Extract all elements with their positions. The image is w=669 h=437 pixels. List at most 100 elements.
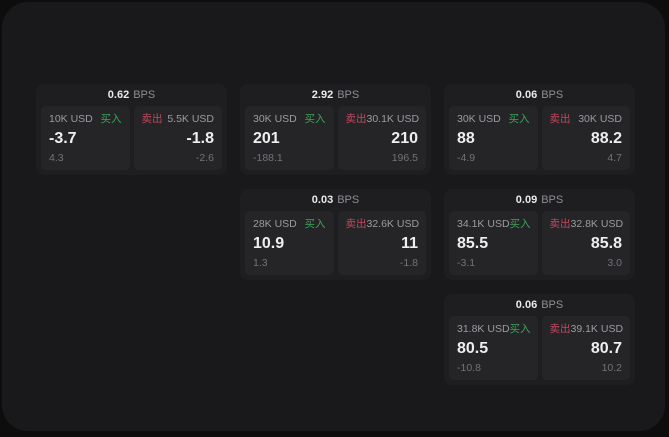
- bps-value: 2.92: [311, 89, 334, 101]
- quote-panels: 31.8K USD 买入 80.5 -10.8 卖出 39.1K USD 80.…: [449, 316, 630, 380]
- buy-sub-value: -4.9: [457, 152, 476, 164]
- buy-price-value: 10.9: [253, 235, 285, 252]
- sell-sub-value: 4.7: [607, 152, 622, 164]
- sell-amount-label: 32.8K USD: [570, 217, 624, 230]
- sell-sub-value: 10.2: [601, 362, 622, 374]
- card-header: 0.06 BPS: [449, 294, 630, 316]
- sell-panel-top: 卖出 32.6K USD: [345, 216, 420, 231]
- buy-panel[interactable]: 34.1K USD 买入 85.5 -3.1: [449, 211, 538, 275]
- buy-side-label: 买入: [508, 113, 530, 125]
- bps-value: 0.62: [107, 89, 130, 101]
- buy-sub-value: 1.3: [253, 257, 268, 269]
- buy-panel-top: 30K USD 买入: [253, 111, 326, 126]
- bps-value: 0.09: [515, 194, 538, 206]
- buy-side-label: 买入: [509, 218, 531, 230]
- buy-side-label: 买入: [304, 218, 326, 230]
- sell-side-label: 卖出: [549, 113, 571, 125]
- sell-amount-label: 32.6K USD: [366, 217, 420, 230]
- quote-card: 2.92 BPS 30K USD 买入 201 -188.1 卖出 30.1K …: [240, 84, 431, 175]
- buy-side-label: 买入: [304, 113, 326, 125]
- sell-panel[interactable]: 卖出 30.1K USD 210 196.5: [337, 106, 426, 170]
- bps-unit-label: BPS: [337, 194, 360, 206]
- buy-panel[interactable]: 28K USD 买入 10.9 1.3: [245, 211, 334, 275]
- buy-price-value: -3.7: [49, 130, 77, 147]
- buy-side-label: 买入: [100, 113, 122, 125]
- sell-amount-label: 5.5K USD: [167, 112, 214, 125]
- buy-amount-label: 34.1K USD: [457, 217, 510, 230]
- bps-unit-label: BPS: [541, 194, 564, 206]
- sell-price-value: 88.2: [590, 130, 622, 147]
- buy-sub-value: -10.8: [457, 362, 481, 374]
- buy-amount-label: 30K USD: [253, 112, 297, 125]
- sell-price-value: -1.8: [186, 130, 214, 147]
- sell-sub-value: -1.8: [399, 257, 418, 269]
- sell-sub-value: 196.5: [391, 152, 418, 164]
- quote-card: 0.06 BPS 31.8K USD 买入 80.5 -10.8 卖出 39.1…: [444, 294, 635, 385]
- buy-amount-label: 28K USD: [253, 217, 297, 230]
- sell-panel[interactable]: 卖出 5.5K USD -1.8 -2.6: [133, 106, 222, 170]
- buy-panel[interactable]: 31.8K USD 买入 80.5 -10.8: [449, 316, 538, 380]
- sell-side-label: 卖出: [345, 113, 367, 125]
- buy-panel[interactable]: 10K USD 买入 -3.7 4.3: [41, 106, 130, 170]
- sell-side-label: 卖出: [549, 218, 571, 230]
- buy-panel[interactable]: 30K USD 买入 88 -4.9: [449, 106, 538, 170]
- card-header: 0.03 BPS: [245, 189, 426, 211]
- sell-panel-top: 卖出 32.8K USD: [549, 216, 624, 231]
- buy-panel-top: 31.8K USD 买入: [457, 321, 531, 336]
- sell-side-label: 卖出: [549, 323, 571, 335]
- bps-value: 0.03: [311, 194, 334, 206]
- sell-sub-value: 3.0: [607, 257, 622, 269]
- sell-price-value: 210: [391, 130, 418, 147]
- sell-panel-top: 卖出 5.5K USD: [142, 111, 215, 126]
- sell-price-value: 85.8: [590, 235, 622, 252]
- bps-value: 0.06: [515, 89, 538, 101]
- buy-price-value: 88: [457, 130, 475, 147]
- sell-panel-top: 卖出 30.1K USD: [345, 111, 420, 126]
- quote-panels: 34.1K USD 买入 85.5 -3.1 卖出 32.8K USD 85.8…: [449, 211, 630, 275]
- buy-sub-value: -3.1: [457, 257, 476, 269]
- buy-amount-label: 10K USD: [49, 112, 93, 125]
- buy-price-value: 201: [253, 130, 280, 147]
- buy-sub-value: 4.3: [49, 152, 64, 164]
- sell-amount-label: 30.1K USD: [366, 112, 420, 125]
- bps-unit-label: BPS: [133, 89, 156, 101]
- sell-panel[interactable]: 卖出 32.8K USD 85.8 3.0: [541, 211, 630, 275]
- buy-side-label: 买入: [509, 323, 531, 335]
- sell-amount-label: 39.1K USD: [570, 322, 624, 335]
- sell-side-label: 卖出: [345, 218, 367, 230]
- quote-panels: 30K USD 买入 201 -188.1 卖出 30.1K USD 210 1…: [245, 106, 426, 170]
- card-header: 0.62 BPS: [41, 84, 222, 106]
- quote-card: 0.03 BPS 28K USD 买入 10.9 1.3 卖出 32.6K US…: [240, 189, 431, 280]
- quote-panels: 30K USD 买入 88 -4.9 卖出 30K USD 88.2 4.7: [449, 106, 630, 170]
- buy-panel-top: 28K USD 买入: [253, 216, 326, 231]
- card-header: 2.92 BPS: [245, 84, 426, 106]
- bps-unit-label: BPS: [337, 89, 360, 101]
- sell-sub-value: -2.6: [195, 152, 214, 164]
- sell-panel[interactable]: 卖出 30K USD 88.2 4.7: [541, 106, 630, 170]
- sell-panel-top: 卖出 39.1K USD: [549, 321, 624, 336]
- sell-panel[interactable]: 卖出 32.6K USD 11 -1.8: [337, 211, 426, 275]
- sell-panel[interactable]: 卖出 39.1K USD 80.7 10.2: [541, 316, 630, 380]
- buy-amount-label: 30K USD: [457, 112, 501, 125]
- card-header: 0.06 BPS: [449, 84, 630, 106]
- bps-unit-label: BPS: [541, 299, 564, 311]
- buy-panel-top: 34.1K USD 买入: [457, 216, 531, 231]
- sell-panel-top: 卖出 30K USD: [550, 111, 623, 126]
- quote-card: 0.06 BPS 30K USD 买入 88 -4.9 卖出 30K USD 8…: [444, 84, 635, 175]
- buy-amount-label: 31.8K USD: [457, 322, 510, 335]
- quote-card: 0.62 BPS 10K USD 买入 -3.7 4.3 卖出 5.5K USD…: [36, 84, 227, 175]
- quote-card: 0.09 BPS 34.1K USD 买入 85.5 -3.1 卖出 32.8K…: [444, 189, 635, 280]
- buy-sub-value: -188.1: [253, 152, 283, 164]
- sell-side-label: 卖出: [141, 113, 163, 125]
- bps-value: 0.06: [515, 299, 538, 311]
- buy-panel-top: 10K USD 买入: [49, 111, 122, 126]
- quote-panels: 28K USD 买入 10.9 1.3 卖出 32.6K USD 11 -1.8: [245, 211, 426, 275]
- buy-price-value: 85.5: [457, 235, 489, 252]
- sell-price-value: 11: [401, 235, 418, 252]
- card-header: 0.09 BPS: [449, 189, 630, 211]
- buy-panel[interactable]: 30K USD 买入 201 -188.1: [245, 106, 334, 170]
- quote-panels: 10K USD 买入 -3.7 4.3 卖出 5.5K USD -1.8 -2.…: [41, 106, 222, 170]
- bps-unit-label: BPS: [541, 89, 564, 101]
